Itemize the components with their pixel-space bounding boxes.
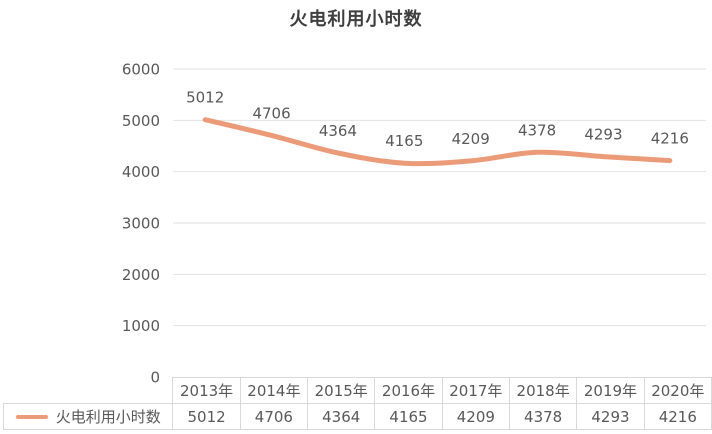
year-header-cell-5: 2017年: [441, 377, 510, 404]
table-corner-spacer: [4, 378, 173, 404]
value-row: 火电利用小时数 5012 4706 4364 4165 4209 4378 4293 4216: [2, 403, 712, 430]
data-label-2015年: 4364: [319, 122, 357, 140]
value-cell-2020年: 4216: [643, 403, 712, 430]
data-label-2019年: 4293: [584, 126, 622, 144]
value-cell-2016年: 4165: [374, 403, 443, 430]
value-cell-2019年: 4293: [576, 403, 645, 430]
y-axis-tick-labels: 0 1000 2000 3000 4000 5000 6000: [122, 61, 160, 387]
data-label-2013年: 5012: [186, 89, 224, 107]
legend-cell: 火电利用小时数: [2, 403, 174, 430]
year-header-cell-6: 2018年: [508, 377, 578, 404]
year-header-cell-3: 2015年: [307, 377, 376, 404]
chart-title: 火电利用小时数: [289, 9, 423, 30]
legend-line-swatch-icon: [15, 414, 48, 419]
value-cell-2013年: 5012: [172, 403, 241, 430]
y-tick-label-1000: 1000: [122, 317, 160, 335]
y-tick-label-4000: 4000: [122, 163, 160, 181]
year-header-cell-1: 2013年: [172, 377, 241, 404]
year-header-cell-4: 2016年: [374, 377, 443, 404]
year-header-row: 2013年 2014年 2015年 2016年 2017年 2018年 2019年 2020年: [4, 377, 712, 404]
data-label-2020年: 4216: [651, 130, 689, 148]
value-cell-2015年: 4364: [307, 403, 376, 430]
data-label-2018年: 4378: [518, 121, 556, 139]
data-table-body: 2013年 2014年 2015年 2016年 2017年 2018年 2019年 2020年…: [2, 377, 712, 430]
year-header-cell-8: 2020年: [643, 377, 712, 404]
data-label-2016年: 4165: [385, 132, 423, 150]
year-header-cell-2: 2014年: [239, 377, 309, 404]
y-tick-label-6000: 6000: [122, 61, 160, 79]
data-label-2017年: 4209: [452, 130, 490, 148]
gridlines: [173, 68, 706, 327]
value-cell-2014年: 4706: [239, 403, 309, 430]
legend-series-name: 火电利用小时数: [55, 408, 161, 426]
y-tick-label-5000: 5000: [122, 112, 160, 130]
value-cell-2018年: 4378: [508, 403, 578, 430]
value-cell-2017年: 4209: [441, 403, 510, 430]
series-line: [202, 117, 673, 167]
data-labels: 5012 4706 4364 4165 4209 4378 4293 4216: [186, 89, 689, 150]
y-tick-label-3000: 3000: [122, 215, 160, 233]
data-table: 2013年 2014年 2015年 2016年 2017年 2018年 2019年 2020年…: [2, 377, 712, 430]
data-label-2014年: 4706: [252, 104, 290, 122]
y-tick-label-0: 0: [150, 369, 160, 387]
year-header-cell-7: 2019年: [576, 377, 645, 404]
y-tick-label-2000: 2000: [122, 266, 160, 284]
